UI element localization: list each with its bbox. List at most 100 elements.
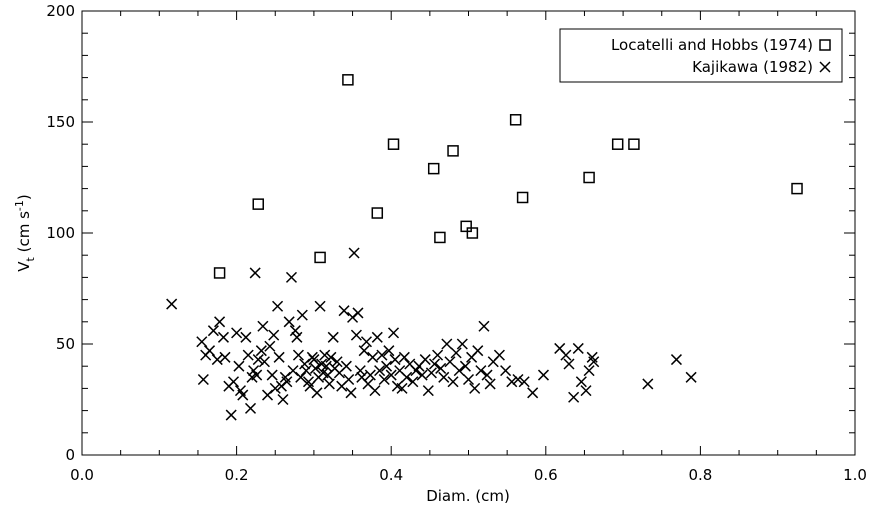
kajikawa-point [331, 356, 343, 368]
kajikawa-point [367, 351, 379, 363]
kajikawa-point [450, 347, 462, 359]
kajikawa-point [354, 365, 366, 377]
locatelli-point [252, 198, 264, 210]
kajikawa-point [447, 376, 459, 388]
y-axis-title-sub: t [24, 256, 37, 261]
x-tick-label: 0.4 [379, 466, 403, 484]
kajikawa-point [459, 360, 471, 372]
y-axis-title-main: V [15, 261, 33, 272]
kajikawa-point [422, 385, 434, 397]
kajikawa-point [207, 325, 219, 337]
kajikawa-point [295, 371, 307, 383]
kajikawa-point [327, 331, 339, 343]
kajikawa-point [325, 351, 337, 363]
kajikawa-point [358, 345, 370, 357]
kajikawa-point [296, 309, 308, 321]
locatelli-point [791, 182, 803, 195]
kajikawa-point [314, 300, 326, 312]
kajikawa-point [255, 345, 267, 357]
kajikawa-point [348, 247, 360, 259]
kajikawa-point [588, 356, 600, 368]
kajikawa-point [261, 389, 274, 401]
kajikawa-point [563, 358, 575, 370]
kajikawa-point [277, 393, 289, 406]
kajikawa-point [670, 354, 682, 366]
legend-label-kajikawa: Kajikawa (1982) [692, 58, 813, 76]
kajikawa-point [432, 349, 444, 361]
locatelli-point [447, 145, 459, 157]
kajikawa-point [300, 365, 312, 377]
kajikawa-point [352, 307, 364, 319]
kajikawa-point [233, 360, 245, 372]
axis-ticks: 0.0 0.2 0.4 0.6 0.8 1.0 0 50 100 150 200 [46, 2, 867, 484]
kajikawa-point [389, 354, 401, 366]
legend-square-marker [819, 39, 831, 51]
kajikawa-point [266, 369, 278, 381]
locatelli-point [434, 231, 446, 244]
x-axis-title: Diam. (cm) [426, 487, 510, 505]
kajikawa-point [268, 329, 280, 341]
kajikawa-point [285, 271, 298, 283]
x-tick-label: 0.0 [70, 466, 94, 484]
kajikawa-point [273, 351, 285, 363]
kajikawa-point [376, 349, 388, 361]
kajikawa-point [396, 382, 408, 394]
kajikawa-point [456, 338, 468, 350]
kajikawa-point [398, 351, 410, 363]
locatelli-point [314, 251, 326, 264]
kajikawa-point [575, 376, 587, 388]
kajikawa-point [685, 371, 697, 383]
kajikawa-point [308, 354, 320, 366]
locatelli-point [516, 191, 529, 204]
kajikawa-point [462, 373, 475, 386]
kajikawa-point [484, 378, 496, 390]
kajikawa-point [309, 362, 321, 374]
x-tick-label: 0.6 [534, 466, 558, 484]
kajikawa-point [214, 316, 226, 328]
locatelli-point [371, 207, 384, 219]
kajikawa-point [407, 376, 419, 388]
kajikawa-point [345, 387, 357, 399]
kajikawa-point [512, 373, 524, 386]
kajikawa-point [453, 365, 465, 377]
x-tick-label: 0.8 [688, 466, 712, 484]
kajikawa-point [340, 360, 352, 372]
locatelli-point [509, 114, 522, 126]
kajikawa-point [264, 340, 276, 352]
kajikawa-point [269, 382, 281, 394]
kajikawa-point [537, 369, 550, 381]
locatelli-point [427, 162, 440, 175]
kajikawa-point [583, 365, 595, 377]
kajikawa-point [225, 409, 237, 421]
kajikawa-point [219, 351, 231, 363]
kajikawa-point [240, 331, 252, 343]
kajikawa-point [281, 376, 293, 388]
kajikawa-point [320, 360, 332, 372]
kajikawa-point [338, 305, 350, 317]
kajikawa-point [381, 360, 393, 372]
kajikawa-point [166, 298, 178, 310]
locatelli-point [342, 74, 354, 86]
kajikawa-point [196, 336, 208, 348]
kajikawa-point [323, 378, 335, 390]
kajikawa-point [292, 349, 304, 361]
y-axis-title-exponent: -1 [13, 200, 26, 211]
kajikawa-point [385, 369, 397, 381]
locatelli-point [460, 220, 472, 233]
y-axis-title: Vt (cm s-1) [13, 194, 37, 271]
kajikawa-point [469, 382, 481, 394]
kajikawa-point [252, 354, 264, 366]
kajikawa-point [506, 376, 518, 388]
kajikawa-point [237, 389, 249, 401]
y-axis-title-units: (cm s [15, 211, 33, 257]
y-tick-label: 100 [46, 224, 75, 242]
kajikawa-point [244, 402, 257, 414]
kajikawa-point [249, 267, 261, 279]
kajikawa-point [580, 385, 592, 397]
kajikawa-point [478, 320, 490, 332]
kajikawa-point [289, 325, 301, 337]
kajikawa-point [568, 391, 580, 403]
kajikawa-point [211, 354, 223, 366]
kajikawa-point [481, 369, 493, 381]
kajikawa-point [242, 349, 254, 361]
